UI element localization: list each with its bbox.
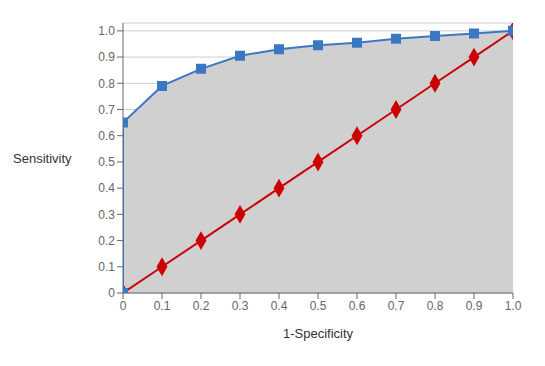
svg-text:0.5: 0.5 [310,299,327,313]
svg-text:1.0: 1.0 [98,24,115,38]
svg-text:0.7: 0.7 [98,103,115,117]
svg-text:0: 0 [108,286,115,300]
svg-text:0.4: 0.4 [98,181,115,195]
svg-text:Sensitivity: Sensitivity [13,151,72,166]
svg-text:0.1: 0.1 [98,260,115,274]
svg-text:0.6: 0.6 [349,299,366,313]
svg-text:0.7: 0.7 [388,299,405,313]
svg-text:1.0: 1.0 [505,299,522,313]
svg-text:0.9: 0.9 [466,299,483,313]
svg-text:0.2: 0.2 [193,299,210,313]
svg-text:0.6: 0.6 [98,129,115,143]
svg-text:0.8: 0.8 [98,77,115,91]
svg-text:0.3: 0.3 [232,299,249,313]
svg-text:0.3: 0.3 [98,208,115,222]
svg-text:0.9: 0.9 [98,50,115,64]
svg-text:0.8: 0.8 [427,299,444,313]
svg-text:1-Specificity: 1-Specificity [283,326,354,341]
svg-text:0: 0 [120,299,127,313]
svg-text:0.2: 0.2 [98,234,115,248]
svg-text:0.4: 0.4 [271,299,288,313]
svg-text:0.5: 0.5 [98,155,115,169]
svg-text:0.1: 0.1 [154,299,171,313]
